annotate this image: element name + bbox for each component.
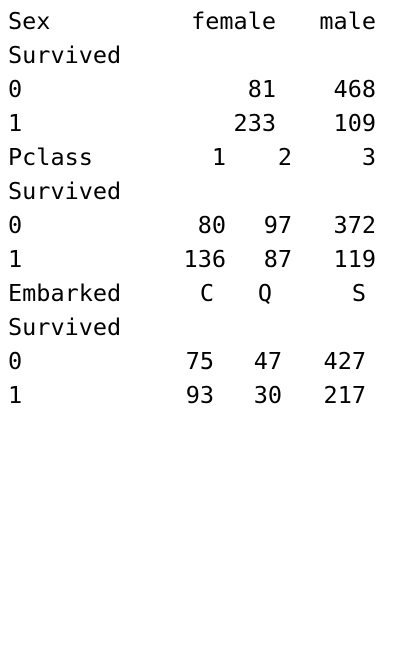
table-row: 0 81 468	[8, 72, 376, 106]
cell-value: 93	[185, 381, 214, 409]
cell-value: 427	[323, 347, 366, 375]
column-header: 1	[211, 143, 226, 171]
table-header-row: Embarked C Q S	[8, 276, 366, 310]
cell-value: 75	[185, 347, 214, 375]
cell-value: 217	[323, 381, 366, 409]
row-index: 0	[8, 75, 23, 103]
cell-value: 372	[333, 211, 376, 239]
column-header: male	[319, 7, 376, 35]
column-header: 2	[277, 143, 292, 171]
index-name-row: Survived	[8, 174, 121, 208]
cell-value: 119	[333, 245, 376, 273]
cell-value: 81	[247, 75, 276, 103]
column-label: Embarked	[8, 279, 122, 307]
cell-value: 47	[253, 347, 282, 375]
index-name: Survived	[8, 177, 122, 205]
column-header: Q	[257, 279, 272, 307]
cell-value: 97	[263, 211, 292, 239]
cell-value: 80	[197, 211, 226, 239]
table-row: 0 75 47 427	[8, 344, 366, 378]
column-header: 3	[361, 143, 376, 171]
table-header-row: Sex female male	[8, 4, 376, 38]
table-row: 1 233 109	[8, 106, 376, 140]
table-row: 1 136 87 119	[8, 242, 376, 276]
row-index: 1	[8, 381, 23, 409]
cell-value: 30	[253, 381, 282, 409]
cell-value: 87	[263, 245, 292, 273]
table-row: 0 80 97 372	[8, 208, 376, 242]
column-label: Sex	[8, 7, 51, 35]
crosstab-output: Sex female male Survived 0 81 468 1 233 …	[8, 4, 376, 412]
index-name: Survived	[8, 313, 122, 341]
column-header: female	[191, 7, 276, 35]
table-row: 1 93 30 217	[8, 378, 366, 412]
table-header-row: Pclass 1 2 3	[8, 140, 376, 174]
column-header: C	[199, 279, 214, 307]
column-header: S	[351, 279, 366, 307]
cell-value: 136	[183, 245, 226, 273]
cell-value: 468	[333, 75, 376, 103]
cell-value: 233	[233, 109, 276, 137]
index-name-row: Survived	[8, 38, 121, 72]
row-index: 0	[8, 211, 23, 239]
index-name: Survived	[8, 41, 122, 69]
row-index: 1	[8, 245, 23, 273]
cell-value: 109	[333, 109, 376, 137]
column-label: Pclass	[8, 143, 93, 171]
index-name-row: Survived	[8, 310, 121, 344]
row-index: 1	[8, 109, 23, 137]
row-index: 0	[8, 347, 23, 375]
